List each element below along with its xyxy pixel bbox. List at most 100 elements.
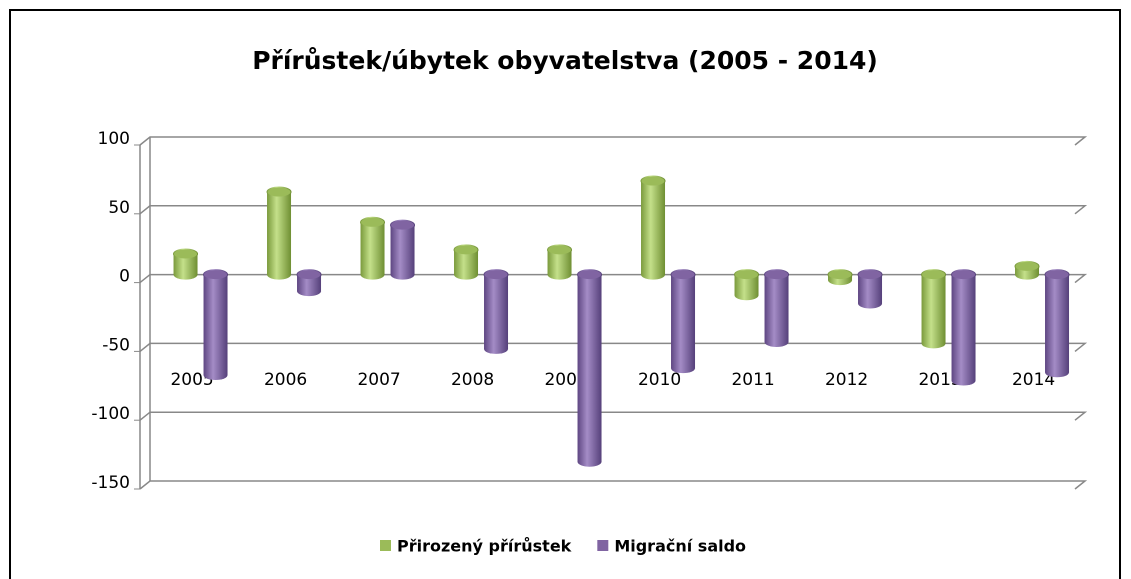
x-tick-label: 2010: [638, 370, 681, 390]
bar-top: [640, 175, 666, 187]
bar-top: [951, 269, 977, 281]
x-tick-label: 2013: [918, 370, 961, 390]
bar: [857, 269, 883, 309]
y-tick-label: -100: [91, 404, 130, 424]
chart-frame: [9, 9, 1121, 579]
x-tick-label: 2014: [1012, 370, 1055, 390]
bar-top: [547, 244, 573, 256]
legend-swatch: [597, 540, 609, 551]
bar: [453, 244, 479, 280]
bar: [921, 269, 947, 349]
bar-body: [577, 274, 602, 462]
bar-bottom: [764, 337, 789, 348]
bar-bottom: [1045, 367, 1070, 378]
bar: [640, 175, 666, 280]
bar-top: [921, 269, 947, 281]
bar: [390, 219, 416, 280]
x-tick-label: 2007: [357, 370, 400, 390]
bar-bottom: [360, 269, 385, 280]
grid-line: [139, 205, 1088, 215]
bar-top: [173, 248, 199, 260]
bar-body: [267, 192, 292, 275]
bar-top: [453, 244, 479, 256]
bar-bottom: [641, 269, 666, 280]
bar-bottom: [297, 286, 322, 297]
bar: [827, 269, 853, 286]
bar-top: [483, 269, 509, 281]
bar: [203, 269, 229, 381]
bar: [1014, 260, 1040, 280]
bar-bottom: [484, 343, 509, 354]
bar-bottom: [267, 269, 292, 280]
legend-label: Migrační saldo: [614, 537, 746, 556]
bar: [483, 269, 509, 354]
x-tick-label: 2008: [451, 370, 494, 390]
bar-bottom: [858, 298, 883, 309]
bar-bottom: [951, 375, 976, 386]
legend-swatch: [380, 540, 391, 551]
bar-body: [764, 274, 789, 343]
bar: [296, 269, 322, 297]
bar-top: [266, 186, 292, 198]
bar: [173, 248, 199, 280]
bar-bottom: [390, 269, 415, 280]
x-tick-label: 2009: [544, 370, 587, 390]
bar: [764, 269, 790, 348]
bar: [951, 269, 977, 386]
bar-top: [577, 269, 603, 281]
bar-bottom: [173, 269, 198, 280]
bar-body: [390, 225, 415, 275]
bar-top: [734, 269, 760, 281]
bar-top: [360, 216, 386, 228]
bar-body: [671, 274, 696, 369]
bar-top: [203, 269, 229, 281]
bar-body: [360, 222, 385, 275]
x-tick-label: 2006: [264, 370, 307, 390]
bar-top: [764, 269, 790, 281]
bar: [734, 269, 760, 301]
bar-bottom: [454, 269, 479, 280]
grid-line: [139, 480, 1088, 490]
bar-body: [1045, 274, 1070, 373]
bar-body: [484, 274, 509, 349]
bar-top: [1014, 260, 1040, 272]
bar-top: [390, 219, 416, 231]
bar-bottom: [577, 456, 602, 467]
y-tick-label: 50: [108, 198, 130, 218]
bar-top: [296, 269, 322, 281]
bar: [266, 186, 292, 280]
bar: [547, 244, 573, 280]
y-tick-label: 0: [119, 267, 130, 287]
y-tick-label: -150: [91, 473, 130, 493]
bar-bottom: [547, 269, 572, 280]
x-tick-label: 2012: [825, 370, 868, 390]
bar-bottom: [734, 290, 759, 301]
grid-line: [139, 273, 1088, 284]
bar-top: [857, 269, 883, 281]
bar-body: [641, 181, 666, 275]
chart-title: Přírůstek/úbytek obyvatelstva (2005 - 20…: [252, 46, 878, 75]
bar-top: [670, 269, 696, 281]
bar-bottom: [921, 338, 946, 349]
grid-line: [139, 136, 1088, 146]
grid-line: [139, 342, 1088, 352]
bar: [577, 269, 603, 467]
bar-body: [951, 274, 976, 381]
bar-body: [734, 274, 759, 296]
x-tick-label: 2005: [170, 370, 213, 390]
bar-top: [1044, 269, 1070, 281]
bar: [1044, 269, 1070, 378]
bar: [670, 269, 696, 374]
bar-top: [827, 269, 853, 281]
bar-body: [203, 274, 228, 376]
bar-body: [921, 274, 946, 344]
x-tick-label: 2011: [731, 370, 774, 390]
y-tick-label: -50: [102, 335, 130, 355]
bar-bottom: [203, 370, 228, 381]
y-tick-label: 100: [98, 129, 130, 149]
bar: [360, 216, 386, 280]
bar-bottom: [1015, 269, 1040, 280]
grid-line: [139, 411, 1088, 421]
legend-label: Přirozený přírůstek: [397, 537, 572, 556]
